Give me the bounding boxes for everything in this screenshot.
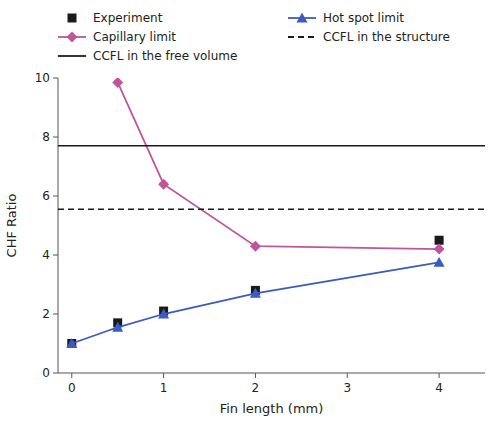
axes: 0 1 2 3 4 0 2 4 6 8 10 (35, 71, 485, 395)
legend-label: Experiment (93, 11, 163, 25)
legend-line (288, 36, 316, 38)
series (112, 78, 444, 255)
y-tick (53, 78, 58, 79)
reference-line (58, 209, 485, 211)
series (67, 236, 443, 348)
legend-marker (68, 14, 77, 23)
legend-label: Capillary limit (93, 30, 176, 44)
y-tick-label: 6 (42, 189, 50, 203)
x-tick (255, 373, 256, 378)
data-point (158, 179, 169, 190)
x-tick (163, 373, 164, 378)
y-tick-label: 8 (42, 130, 50, 144)
legend-item: CCFL in the free volume (58, 49, 237, 63)
data-point (158, 309, 169, 319)
x-axis-line (58, 373, 485, 374)
series (66, 257, 444, 348)
x-tick-label: 2 (252, 381, 260, 395)
data-point (112, 322, 123, 332)
data-point (435, 236, 444, 245)
legend-line (58, 55, 86, 57)
legend-item: Experiment (68, 11, 163, 25)
data-point (250, 288, 261, 298)
y-tick-label: 2 (42, 307, 50, 321)
data-point (67, 339, 76, 348)
x-tick (71, 373, 72, 378)
y-axis-line (58, 78, 59, 373)
x-axis-label: Fin length (mm) (220, 401, 324, 416)
legend-label: CCFL in the structure (323, 30, 450, 44)
x-tick-label: 0 (68, 381, 76, 395)
series (58, 209, 485, 210)
plot-area (58, 78, 485, 348)
data-point (434, 257, 445, 267)
y-tick-label: 4 (42, 248, 50, 262)
legend-item: Hot spot limit (288, 11, 404, 25)
y-tick (53, 255, 58, 256)
data-point (250, 241, 261, 252)
series-line (118, 82, 439, 249)
legend-marker (67, 32, 78, 43)
data-point (434, 244, 445, 255)
series (58, 145, 485, 146)
y-tick (53, 373, 58, 374)
x-tick-label: 3 (343, 381, 351, 395)
legend-item: CCFL in the structure (288, 30, 450, 44)
legend-label: Hot spot limit (323, 11, 404, 25)
legend-item: Capillary limit (58, 30, 176, 44)
data-point (66, 338, 77, 348)
y-axis-label: CHF Ratio (4, 194, 19, 258)
legend-marker (297, 13, 308, 23)
x-tick (439, 373, 440, 378)
x-tick (347, 373, 348, 378)
reference-line (58, 145, 485, 147)
y-tick (53, 196, 58, 197)
y-tick (53, 314, 58, 315)
series-line (72, 262, 439, 343)
legend-label: CCFL in the free volume (93, 49, 237, 63)
data-point (112, 78, 123, 88)
x-tick-label: 1 (160, 381, 168, 395)
y-tick-label: 10 (35, 71, 50, 85)
x-tick-label: 4 (435, 381, 443, 395)
legend: Experiment Hot spot limit Capillary limit C… (58, 11, 450, 63)
chart: 0 1 2 3 4 0 2 4 6 8 10 Fin length (mm) CHF Ratio Expe… (0, 0, 503, 425)
y-tick-label: 0 (42, 366, 50, 380)
y-tick (53, 137, 58, 138)
